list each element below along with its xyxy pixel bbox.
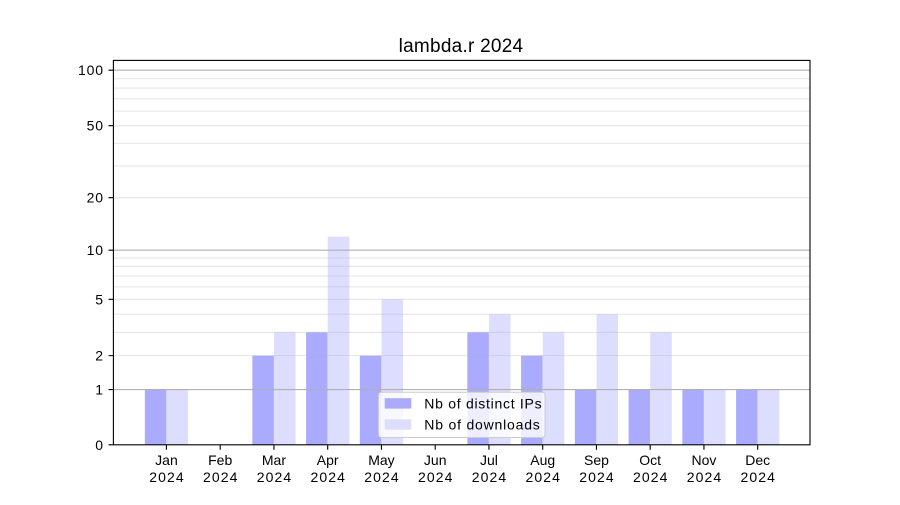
- svg-text:Feb: Feb: [208, 452, 232, 468]
- svg-text:0: 0: [95, 437, 104, 453]
- svg-text:1: 1: [95, 382, 104, 398]
- svg-text:2024: 2024: [257, 469, 293, 485]
- svg-text:Mar: Mar: [262, 452, 286, 468]
- svg-text:Aug: Aug: [530, 452, 555, 468]
- svg-text:2024: 2024: [364, 469, 400, 485]
- svg-text:Nb of distinct IPs: Nb of distinct IPs: [424, 395, 542, 411]
- svg-text:2024: 2024: [418, 469, 454, 485]
- svg-text:2024: 2024: [740, 469, 776, 485]
- svg-text:5: 5: [95, 291, 104, 307]
- svg-text:lambda.r 2024: lambda.r 2024: [399, 36, 524, 57]
- svg-text:Sep: Sep: [584, 452, 609, 468]
- svg-text:2024: 2024: [525, 469, 561, 485]
- svg-text:2: 2: [95, 348, 104, 364]
- svg-text:Apr: Apr: [317, 452, 339, 468]
- svg-text:20: 20: [87, 190, 104, 206]
- svg-text:50: 50: [87, 118, 104, 134]
- svg-text:Dec: Dec: [745, 452, 770, 468]
- svg-text:2024: 2024: [310, 469, 346, 485]
- svg-text:2024: 2024: [472, 469, 508, 485]
- svg-text:2024: 2024: [687, 469, 723, 485]
- svg-text:10: 10: [87, 242, 104, 258]
- svg-text:2024: 2024: [203, 469, 239, 485]
- svg-text:Jan: Jan: [155, 452, 178, 468]
- svg-text:Oct: Oct: [639, 452, 661, 468]
- svg-text:100: 100: [78, 62, 104, 78]
- svg-text:Jun: Jun: [424, 452, 447, 468]
- svg-text:May: May: [368, 452, 394, 468]
- svg-text:Nov: Nov: [691, 452, 716, 468]
- svg-text:2024: 2024: [579, 469, 615, 485]
- svg-text:2024: 2024: [633, 469, 669, 485]
- svg-text:Nb of downloads: Nb of downloads: [424, 417, 540, 433]
- svg-text:Jul: Jul: [480, 452, 498, 468]
- svg-text:2024: 2024: [149, 469, 185, 485]
